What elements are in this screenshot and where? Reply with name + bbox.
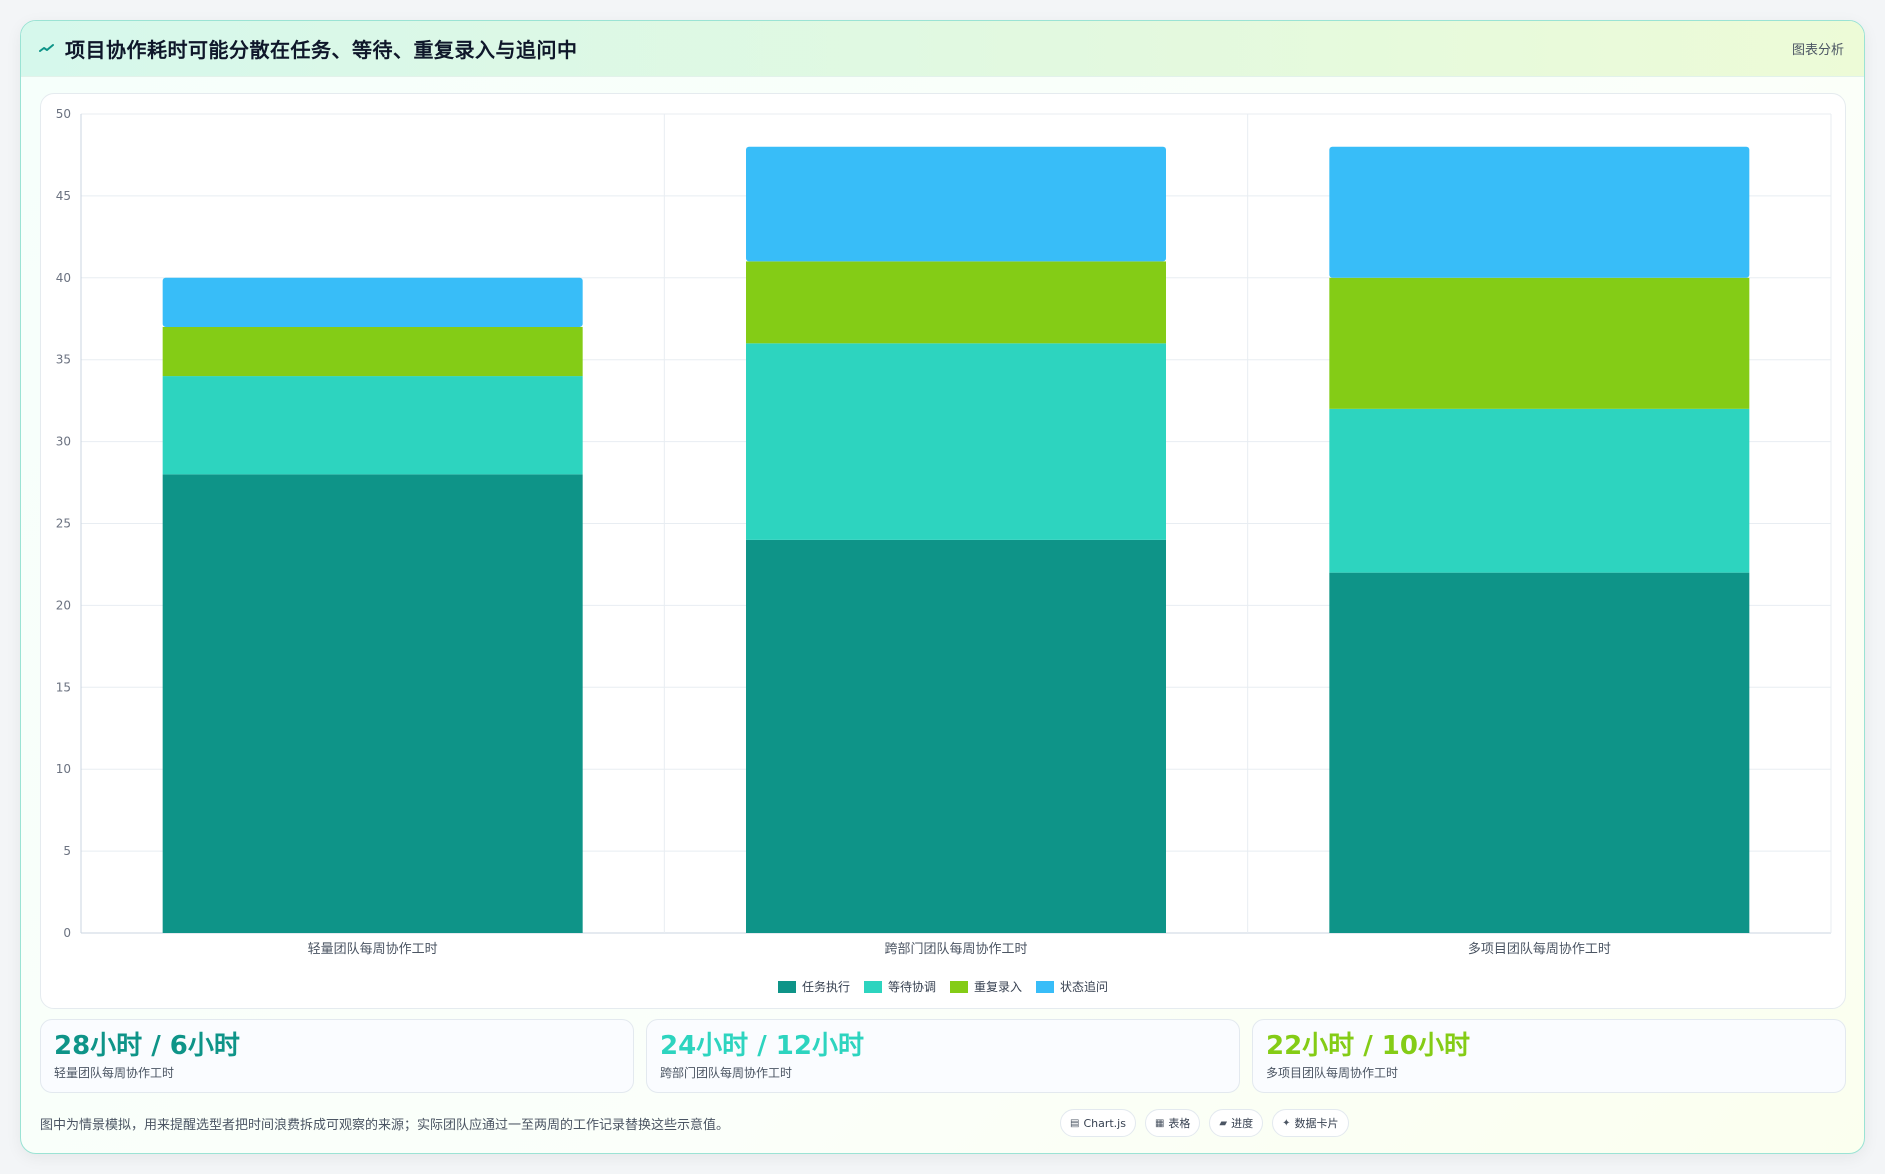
bar-segment[interactable]	[162, 474, 583, 933]
y-tick-label: 5	[63, 844, 71, 858]
y-tick-label: 40	[56, 271, 71, 285]
y-tick-label: 30	[56, 435, 71, 449]
stat-label: 多项目团队每周协作工时	[1266, 1066, 1399, 1080]
legend-swatch	[1036, 980, 1055, 993]
table-icon: ▦	[1154, 1117, 1165, 1129]
y-tick-label: 10	[56, 762, 71, 776]
legend-swatch	[777, 980, 796, 993]
stat-card-light-team: 28小时 / 6小时 轻量团队每周协作工时	[40, 1019, 634, 1093]
y-tick-label: 20	[56, 598, 71, 612]
chip-table[interactable]: ▦ 表格	[1144, 1109, 1201, 1137]
chip-data-card[interactable]: ✦ 数据卡片	[1272, 1109, 1349, 1137]
stat-cards: 28小时 / 6小时 轻量团队每周协作工时 24小时 / 12小时 跨部门团队每…	[40, 1019, 1846, 1093]
chip-chartjs[interactable]: ▤ Chart.js	[1060, 1109, 1136, 1137]
legend-label: 任务执行	[801, 980, 850, 994]
y-tick-label: 15	[56, 680, 71, 694]
bar-segment[interactable]	[162, 376, 583, 475]
card-icon: ✦	[1282, 1117, 1291, 1129]
trend-line-icon	[39, 43, 54, 52]
title-group: 项目协作耗时可能分散在任务、等待、重复录入与追问中	[39, 34, 578, 63]
legend-item[interactable]: 状态追问	[1036, 978, 1108, 995]
bar-segment[interactable]	[1329, 408, 1750, 573]
chip-progress[interactable]: ▰ 进度	[1209, 1109, 1264, 1137]
bar-segment[interactable]	[746, 343, 1166, 540]
chart-icon: ▤	[1070, 1117, 1080, 1129]
panel-header: 项目协作耗时可能分散在任务、等待、重复录入与追问中 图表分析	[21, 21, 1864, 77]
stacked-bar-chart: 0 5 10 15 20 25 30 35 40 45 50 轻量团队每周协作工时 跨部门团队每周协作工…	[56, 107, 1832, 957]
legend-label: 重复录入	[974, 980, 1023, 994]
legend-item[interactable]: 等待协调	[863, 978, 936, 995]
bar-segment[interactable]	[746, 146, 1166, 262]
stat-card-multi-project-team: 22小时 / 10小时 多项目团队每周协作工时	[1252, 1019, 1846, 1093]
legend-label: 状态追问	[1060, 980, 1109, 994]
y-tick-label: 50	[56, 107, 71, 121]
x-tick-label: 轻量团队每周协作工时	[308, 941, 438, 957]
bar-segment[interactable]	[162, 326, 583, 377]
bar-segment[interactable]	[1329, 277, 1750, 409]
x-tick-label: 多项目团队每周协作工时	[1468, 941, 1611, 957]
y-tick-label: 25	[56, 517, 71, 531]
bar-segment[interactable]	[1329, 146, 1750, 278]
legend-swatch	[950, 980, 968, 993]
stat-value: 22小时 / 10小时	[1266, 1031, 1470, 1061]
chart-legend: 任务执行 等待协调 重复录入 状态追问	[41, 978, 1845, 995]
stat-label: 跨部门团队每周协作工时	[660, 1066, 793, 1080]
footnote: 图中为情景模拟，用来提醒选型者把时间浪费拆成可观察的来源；实际团队应通过一至两周…	[40, 1117, 730, 1133]
x-tick-label: 跨部门团队每周协作工时	[884, 941, 1027, 957]
chart-analysis-tag[interactable]: 图表分析	[1791, 43, 1844, 58]
bar-segment[interactable]	[1329, 572, 1750, 933]
y-tick-label: 45	[56, 189, 71, 203]
chart-card: 0 5 10 15 20 25 30 35 40 45 50 轻量团队每周协作工时 跨部门团队每周协作工…	[40, 93, 1846, 1009]
tool-chips: ▤ Chart.js ▦ 表格 ▰ 进度 ✦ 数据卡片	[1060, 1109, 1349, 1137]
legend-item[interactable]: 任务执行	[777, 978, 850, 995]
chart-panel: 项目协作耗时可能分散在任务、等待、重复录入与追问中 图表分析 0 5 10 15 20 2…	[20, 20, 1865, 1154]
stat-label: 轻量团队每周协作工时	[54, 1066, 175, 1080]
bar-segment[interactable]	[162, 277, 583, 327]
y-tick-label: 35	[56, 353, 71, 367]
stat-card-cross-dept-team: 24小时 / 12小时 跨部门团队每周协作工时	[646, 1019, 1240, 1093]
legend-item[interactable]: 重复录入	[950, 978, 1022, 995]
y-tick-label: 0	[63, 926, 71, 940]
chip-label: 数据卡片	[1294, 1117, 1339, 1130]
bar-segment[interactable]	[746, 539, 1166, 933]
bar-segment[interactable]	[746, 261, 1166, 344]
page-title: 项目协作耗时可能分散在任务、等待、重复录入与追问中	[65, 38, 578, 62]
progress-icon: ▰	[1219, 1117, 1228, 1129]
chip-label: 进度	[1231, 1117, 1254, 1130]
stat-value: 24小时 / 12小时	[660, 1031, 864, 1061]
footer: 图中为情景模拟，用来提醒选型者把时间浪费拆成可观察的来源；实际团队应通过一至两周…	[40, 1106, 1846, 1140]
chip-label: 表格	[1168, 1117, 1191, 1130]
legend-swatch	[863, 980, 882, 993]
stat-value: 28小时 / 6小时	[54, 1031, 240, 1061]
chip-label: Chart.js	[1083, 1116, 1126, 1130]
legend-label: 等待协调	[887, 980, 936, 994]
